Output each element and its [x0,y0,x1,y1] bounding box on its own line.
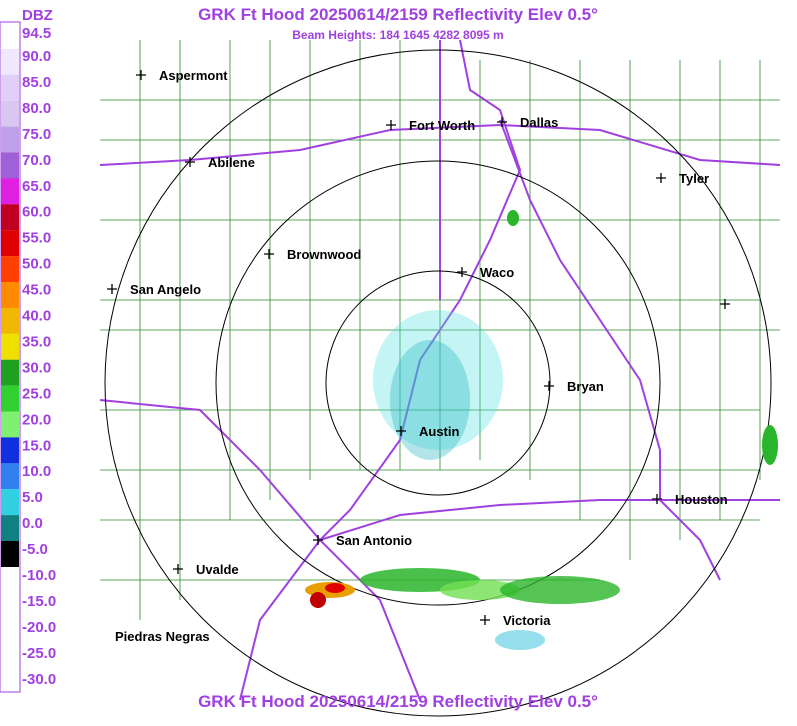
legend-label: 5.0 [22,489,43,506]
colorbar-swatch [1,100,19,127]
legend-label: 20.0 [22,411,51,428]
legend-label: 35.0 [22,333,51,350]
city-label: Aspermont [159,68,228,83]
legend-label: -10.0 [22,567,56,584]
colorbar-swatch [1,515,19,542]
city-label: San Antonio [336,533,412,548]
highways [99,39,781,701]
legend-label: 40.0 [22,308,51,325]
colorbar-swatch [1,489,19,516]
colorbar-swatch [1,230,19,257]
subtitle: Beam Heights: 184 1645 4282 8095 m [292,28,503,42]
colorbar-swatch [1,282,19,308]
city-marker [480,615,490,625]
legend-label: 45.0 [22,282,51,299]
legend-label: 85.0 [22,74,51,91]
colorbar-swatch [1,359,19,386]
city-marker [396,426,406,436]
city-marker [185,157,195,167]
colorbar-swatch [1,333,19,360]
colorbar-swatch [1,541,19,567]
legend-label: 75.0 [22,126,51,143]
colorbar-swatch [1,307,19,334]
legend-label: -25.0 [22,645,56,662]
city-label: Bryan [567,379,604,394]
colorbar-swatch [1,256,19,283]
legend-label: 10.0 [22,463,51,480]
city-label: Houston [675,492,728,507]
city-label: Piedras Negras [115,629,210,644]
city-label: Dallas [520,115,558,130]
city-label: Uvalde [196,562,239,577]
colorbar-swatch [1,178,19,205]
cities: Aspermont Fort Worth Dallas Abilene Tyler Bro… [107,68,730,644]
title: GRK Ft Hood 20250614/2159 Reflectivity E… [198,5,598,24]
city-marker [652,494,662,504]
legend-label: 50.0 [22,256,51,273]
city-marker [173,564,183,574]
legend-label: 30.0 [22,359,51,376]
legend-label: -5.0 [22,541,48,558]
colorbar-swatch [1,48,19,75]
legend-label: -15.0 [22,593,56,610]
city-marker [264,249,274,259]
legend-label: 55.0 [22,230,51,247]
colorbar-swatch [1,204,19,231]
city-marker [136,70,146,80]
echoes [305,210,778,650]
legend-label: 0.0 [22,515,43,532]
colorbar-swatch [1,385,19,412]
colorbar-swatch [1,463,19,490]
city-label: Brownwood [287,247,361,262]
city-marker [497,117,507,127]
map [99,39,781,717]
range-rings [104,49,772,717]
legend-label: 15.0 [22,437,51,454]
legend-label: 94.5 [22,25,51,42]
legend-label: -30.0 [22,671,56,688]
city-label: Tyler [679,171,709,186]
colorbar-swatch [1,23,19,49]
legend-label: 90.0 [22,48,51,65]
colorbar-swatch [1,437,19,464]
city-marker [107,284,117,294]
legend-label: 65.0 [22,178,51,195]
city-marker [313,535,323,545]
city-label: Victoria [503,613,551,628]
legend-label: 60.0 [22,204,51,221]
city-marker [720,299,730,309]
colorbar-swatch [1,411,19,438]
city-label: Austin [419,424,460,439]
colorbar-swatch [1,126,19,153]
city-marker [386,120,396,130]
city-marker [457,267,467,277]
legend-label: 25.0 [22,385,51,402]
footer-title: GRK Ft Hood 20250614/2159 Reflectivity E… [198,692,598,711]
colorbar-swatch [1,74,19,101]
legend-label: 70.0 [22,152,51,169]
legend-unit: DBZ [22,7,53,24]
city-marker [656,173,666,183]
legend-label: 80.0 [22,100,51,117]
city-marker [544,381,554,391]
city-label: Abilene [208,155,255,170]
city-label: Waco [480,265,514,280]
colorbar [1,23,19,567]
city-label: Fort Worth [409,118,475,133]
legend-label: -20.0 [22,619,56,636]
city-label: San Angelo [130,282,201,297]
colorbar-swatch [1,152,19,179]
legend-labels: 94.5 90.0 85.0 80.0 75.0 70.0 65.0 60.0 55.0 50.0… [22,25,56,688]
